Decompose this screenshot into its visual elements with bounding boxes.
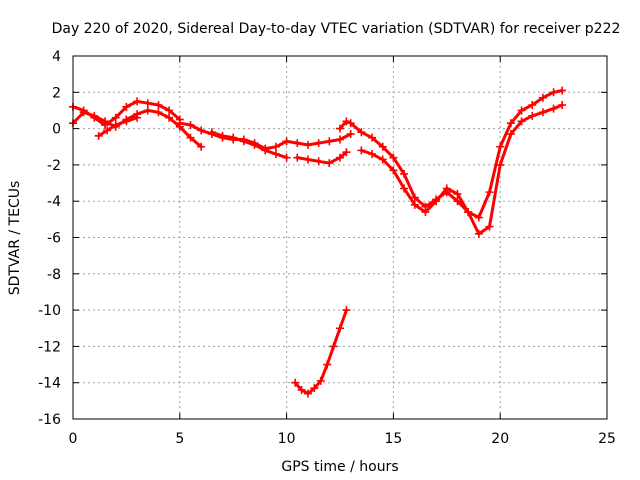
x-tick-label: 10 [278, 431, 296, 447]
y-tick-label: -10 [38, 303, 61, 319]
x-tick-label: 20 [491, 431, 509, 447]
y-tick-label: -8 [47, 267, 61, 283]
y-tick-label: -2 [47, 158, 61, 174]
data-point [304, 155, 312, 163]
data-point [315, 139, 323, 147]
y-axis-label: SDTVAR / TECUs [7, 181, 23, 296]
chart-title: Day 220 of 2020, Sidereal Day-to-day VTE… [52, 21, 621, 37]
series-sat-h [357, 101, 566, 238]
y-tick-label: 2 [52, 85, 61, 101]
data-point [558, 101, 566, 109]
y-tick-label: -4 [47, 194, 61, 210]
x-axis-label: GPS time / hours [281, 459, 398, 475]
data-point [323, 361, 331, 369]
y-tick-label: -6 [47, 231, 61, 247]
data-point [330, 342, 338, 350]
data-point [293, 154, 301, 162]
series-layer [69, 86, 566, 397]
data-point [304, 141, 312, 149]
series-sat-f [293, 148, 350, 167]
data-point [539, 108, 547, 116]
y-tick-label: 4 [52, 49, 61, 65]
data-point [336, 324, 344, 332]
data-point [283, 154, 291, 162]
data-point [144, 99, 152, 107]
data-point [272, 150, 280, 158]
data-point [293, 139, 301, 147]
series-sat-i [291, 306, 350, 397]
y-tick-label: -12 [38, 339, 61, 355]
sdtvar-chart: 0 5 10 15 20 25420-2-4-6-8-10-12-14-16 Day 22… [0, 0, 640, 480]
data-point [342, 306, 350, 314]
y-tick-label: -14 [38, 376, 61, 392]
x-tick-label: 0 [69, 431, 78, 447]
x-tick-label: 15 [384, 431, 402, 447]
data-point [144, 106, 152, 114]
x-tick-label: 5 [175, 431, 184, 447]
data-point [315, 157, 323, 165]
data-point [325, 137, 333, 145]
data-point [357, 146, 365, 154]
series-line [361, 105, 562, 234]
data-point [558, 86, 566, 94]
y-tick-label: 0 [52, 122, 61, 138]
y-tick-label: -16 [38, 412, 61, 428]
x-tick-label: 25 [598, 431, 616, 447]
